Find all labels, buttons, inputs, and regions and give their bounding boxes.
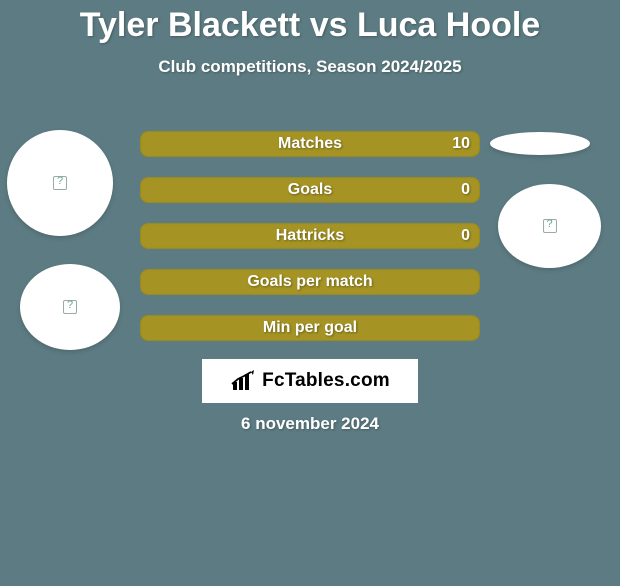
bar-label: Hattricks	[140, 227, 480, 245]
avatar-player-1b	[20, 264, 120, 350]
bar-value: 0	[461, 181, 470, 199]
bar-goals-per-match: Goals per match	[140, 269, 480, 295]
avatar-player-1a	[7, 130, 113, 236]
bar-matches: Matches 10	[140, 131, 480, 157]
page-title: Tyler Blackett vs Luca Hoole	[0, 6, 620, 45]
bar-label: Goals	[140, 181, 480, 199]
avatar-ellipse-decoration	[490, 132, 590, 155]
bar-goals: Goals 0	[140, 177, 480, 203]
avatar-player-2	[498, 184, 601, 268]
subtitle: Club competitions, Season 2024/2025	[0, 57, 620, 77]
image-placeholder-icon	[543, 219, 557, 233]
bar-label: Matches	[140, 135, 480, 153]
bar-label: Min per goal	[140, 319, 480, 337]
bar-hattricks: Hattricks 0	[140, 223, 480, 249]
bar-min-per-goal: Min per goal	[140, 315, 480, 341]
chart-icon	[230, 370, 256, 392]
image-placeholder-icon	[53, 176, 67, 190]
image-placeholder-icon	[63, 300, 77, 314]
fctables-logo: FcTables.com	[202, 359, 418, 403]
date-text: 6 november 2024	[0, 414, 620, 434]
bar-value: 0	[461, 227, 470, 245]
bars-container: Matches 10 Goals 0 Hattricks 0 Goals per…	[140, 131, 480, 361]
bar-label: Goals per match	[140, 273, 480, 291]
bar-value: 10	[452, 135, 470, 153]
logo-text: FcTables.com	[262, 370, 390, 392]
